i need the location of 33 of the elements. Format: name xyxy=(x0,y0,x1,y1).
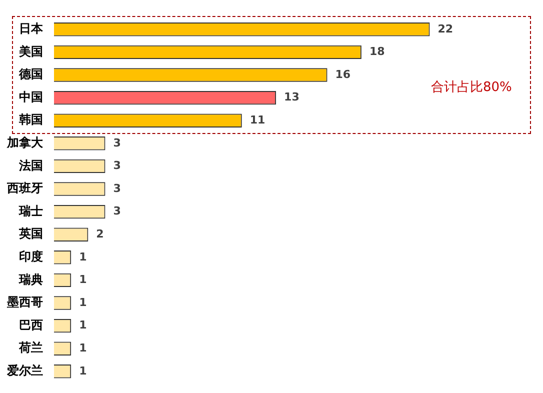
data-label: 13 xyxy=(284,90,300,104)
text: 合计占比80% xyxy=(431,79,512,96)
y-tick-label: 美国 xyxy=(18,44,43,58)
y-tick-label: 印度 xyxy=(19,250,43,264)
data-label: 3 xyxy=(113,204,121,218)
y-tick-label: 中国 xyxy=(19,90,43,104)
data-label: 22 xyxy=(438,22,454,36)
data-label: 1 xyxy=(79,273,87,286)
y-tick-label: 西班牙 xyxy=(6,181,43,196)
data-label: 1 xyxy=(79,250,87,264)
data-label: 1 xyxy=(79,341,87,354)
data-label: 3 xyxy=(113,136,121,150)
y-tick-label: 荷兰 xyxy=(18,340,43,355)
y-tick-label: 瑞士 xyxy=(18,204,43,218)
y-tick-label: 英国 xyxy=(18,226,43,241)
y-tick-label: 爱尔兰 xyxy=(6,364,43,378)
data-label: 11 xyxy=(250,113,266,126)
y-tick-label: 加拿大 xyxy=(6,136,44,150)
y-tick-label: 日本 xyxy=(19,22,44,36)
y-tick-label: 法国 xyxy=(18,158,43,172)
y-tick-label: 巴西 xyxy=(19,318,43,332)
data-label: 1 xyxy=(79,318,87,332)
y-tick-label: 德国 xyxy=(18,67,43,82)
y-tick-label: 韩国 xyxy=(18,112,43,127)
data-label: 1 xyxy=(79,364,87,378)
data-label: 18 xyxy=(369,45,385,58)
data-label: 16 xyxy=(335,68,351,81)
data-label: 3 xyxy=(113,182,121,195)
data-label: 3 xyxy=(113,159,121,172)
y-tick-label: 瑞典 xyxy=(18,272,43,286)
y-tick-label: 墨西哥 xyxy=(6,295,43,310)
data-label: 2 xyxy=(96,227,104,240)
data-label: 1 xyxy=(79,296,87,309)
